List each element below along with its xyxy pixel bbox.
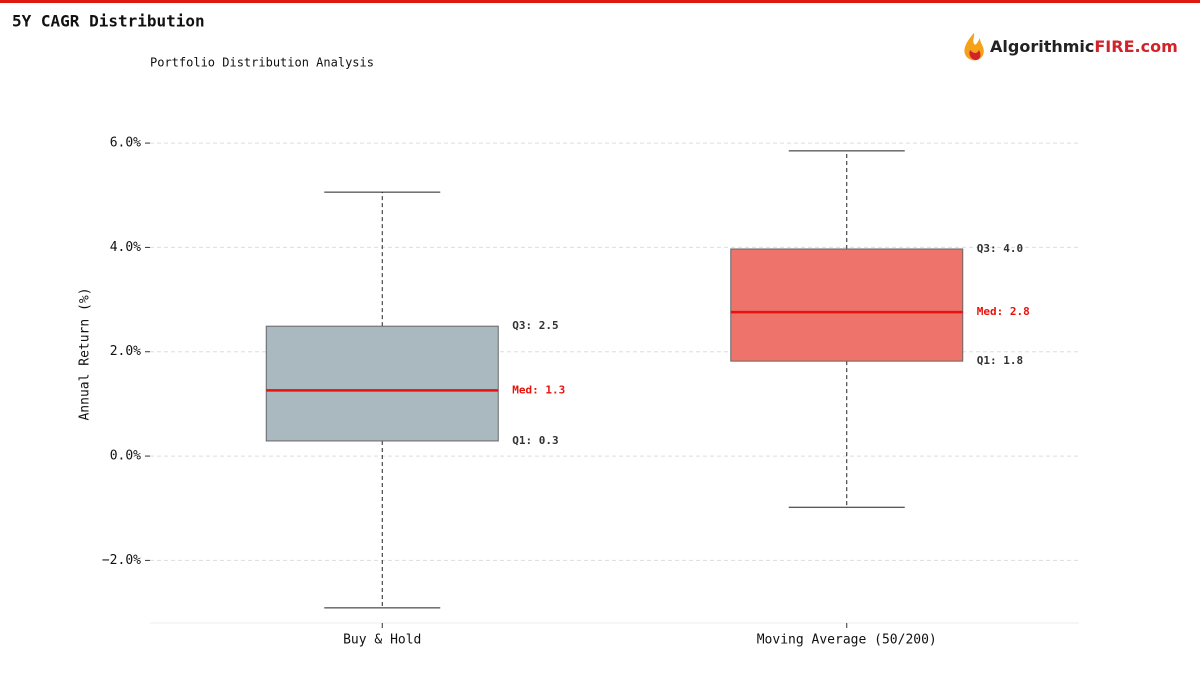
top-border [0,0,1200,3]
y-tick-label: 0.0% [110,449,141,464]
stat-label: Q3: 2.5 [512,319,558,332]
box [730,248,964,362]
y-tick-label: 4.0% [110,240,141,255]
chart-title: 5Y CAGR Distribution [12,12,205,31]
stat-label: Q1: 0.3 [512,434,558,447]
y-tick-label: −2.0% [102,553,141,568]
y-tick-label: 2.0% [110,344,141,359]
chart-subtitle: Portfolio Distribution Analysis [150,56,374,70]
brand-text: AlgorithmicFIRE.com [990,37,1178,56]
x-tick-label: Buy & Hold [343,633,421,648]
stat-label: Q3: 4.0 [977,242,1023,255]
box [265,325,499,442]
y-tick-label: 6.0% [110,136,141,151]
y-axis-label: Annual Return (%) [78,287,93,420]
brand-left: Algorithmic [990,37,1094,56]
stat-label: Q1: 1.8 [977,354,1023,367]
brand-logo: AlgorithmicFIRE.com [964,33,1178,61]
flame-core [969,50,981,60]
stat-label: Med: 2.8 [977,305,1030,318]
brand-right: FIRE.com [1094,37,1177,56]
stat-label: Med: 1.3 [512,383,565,396]
x-tick-label: Moving Average (50/200) [757,633,937,648]
